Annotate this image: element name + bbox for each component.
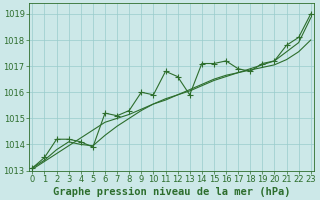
X-axis label: Graphe pression niveau de la mer (hPa): Graphe pression niveau de la mer (hPa): [53, 186, 290, 197]
